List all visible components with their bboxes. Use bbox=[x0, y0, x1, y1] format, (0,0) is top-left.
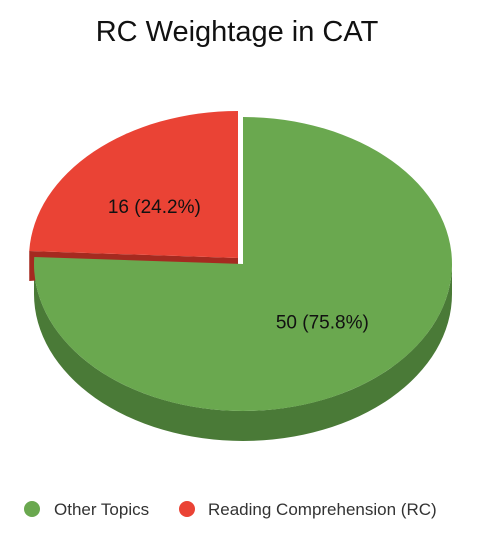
legend: Other Topics Reading Comprehension (RC) bbox=[24, 500, 437, 519]
legend-label-other-topics: Other Topics bbox=[54, 500, 149, 519]
pie-area: 50 (75.8%) 16 (24.2%) bbox=[29, 111, 453, 441]
legend-label-reading-comprehension: Reading Comprehension (RC) bbox=[208, 500, 437, 519]
legend-swatch-other-topics bbox=[24, 501, 40, 517]
legend-item-other-topics[interactable]: Other Topics bbox=[24, 500, 149, 519]
data-label-reading-comprehension: 16 (24.2%) bbox=[108, 197, 201, 218]
data-label-other-topics: 50 (75.8%) bbox=[276, 313, 369, 334]
slice-side-other-topics bbox=[34, 264, 452, 441]
slice-reading-comprehension[interactable] bbox=[29, 111, 239, 258]
slice-other-topics[interactable] bbox=[34, 117, 453, 411]
chart-title: RC Weightage in CAT bbox=[96, 16, 379, 48]
legend-item-reading-comprehension[interactable]: Reading Comprehension (RC) bbox=[179, 500, 437, 519]
legend-swatch-reading-comprehension bbox=[179, 501, 195, 517]
